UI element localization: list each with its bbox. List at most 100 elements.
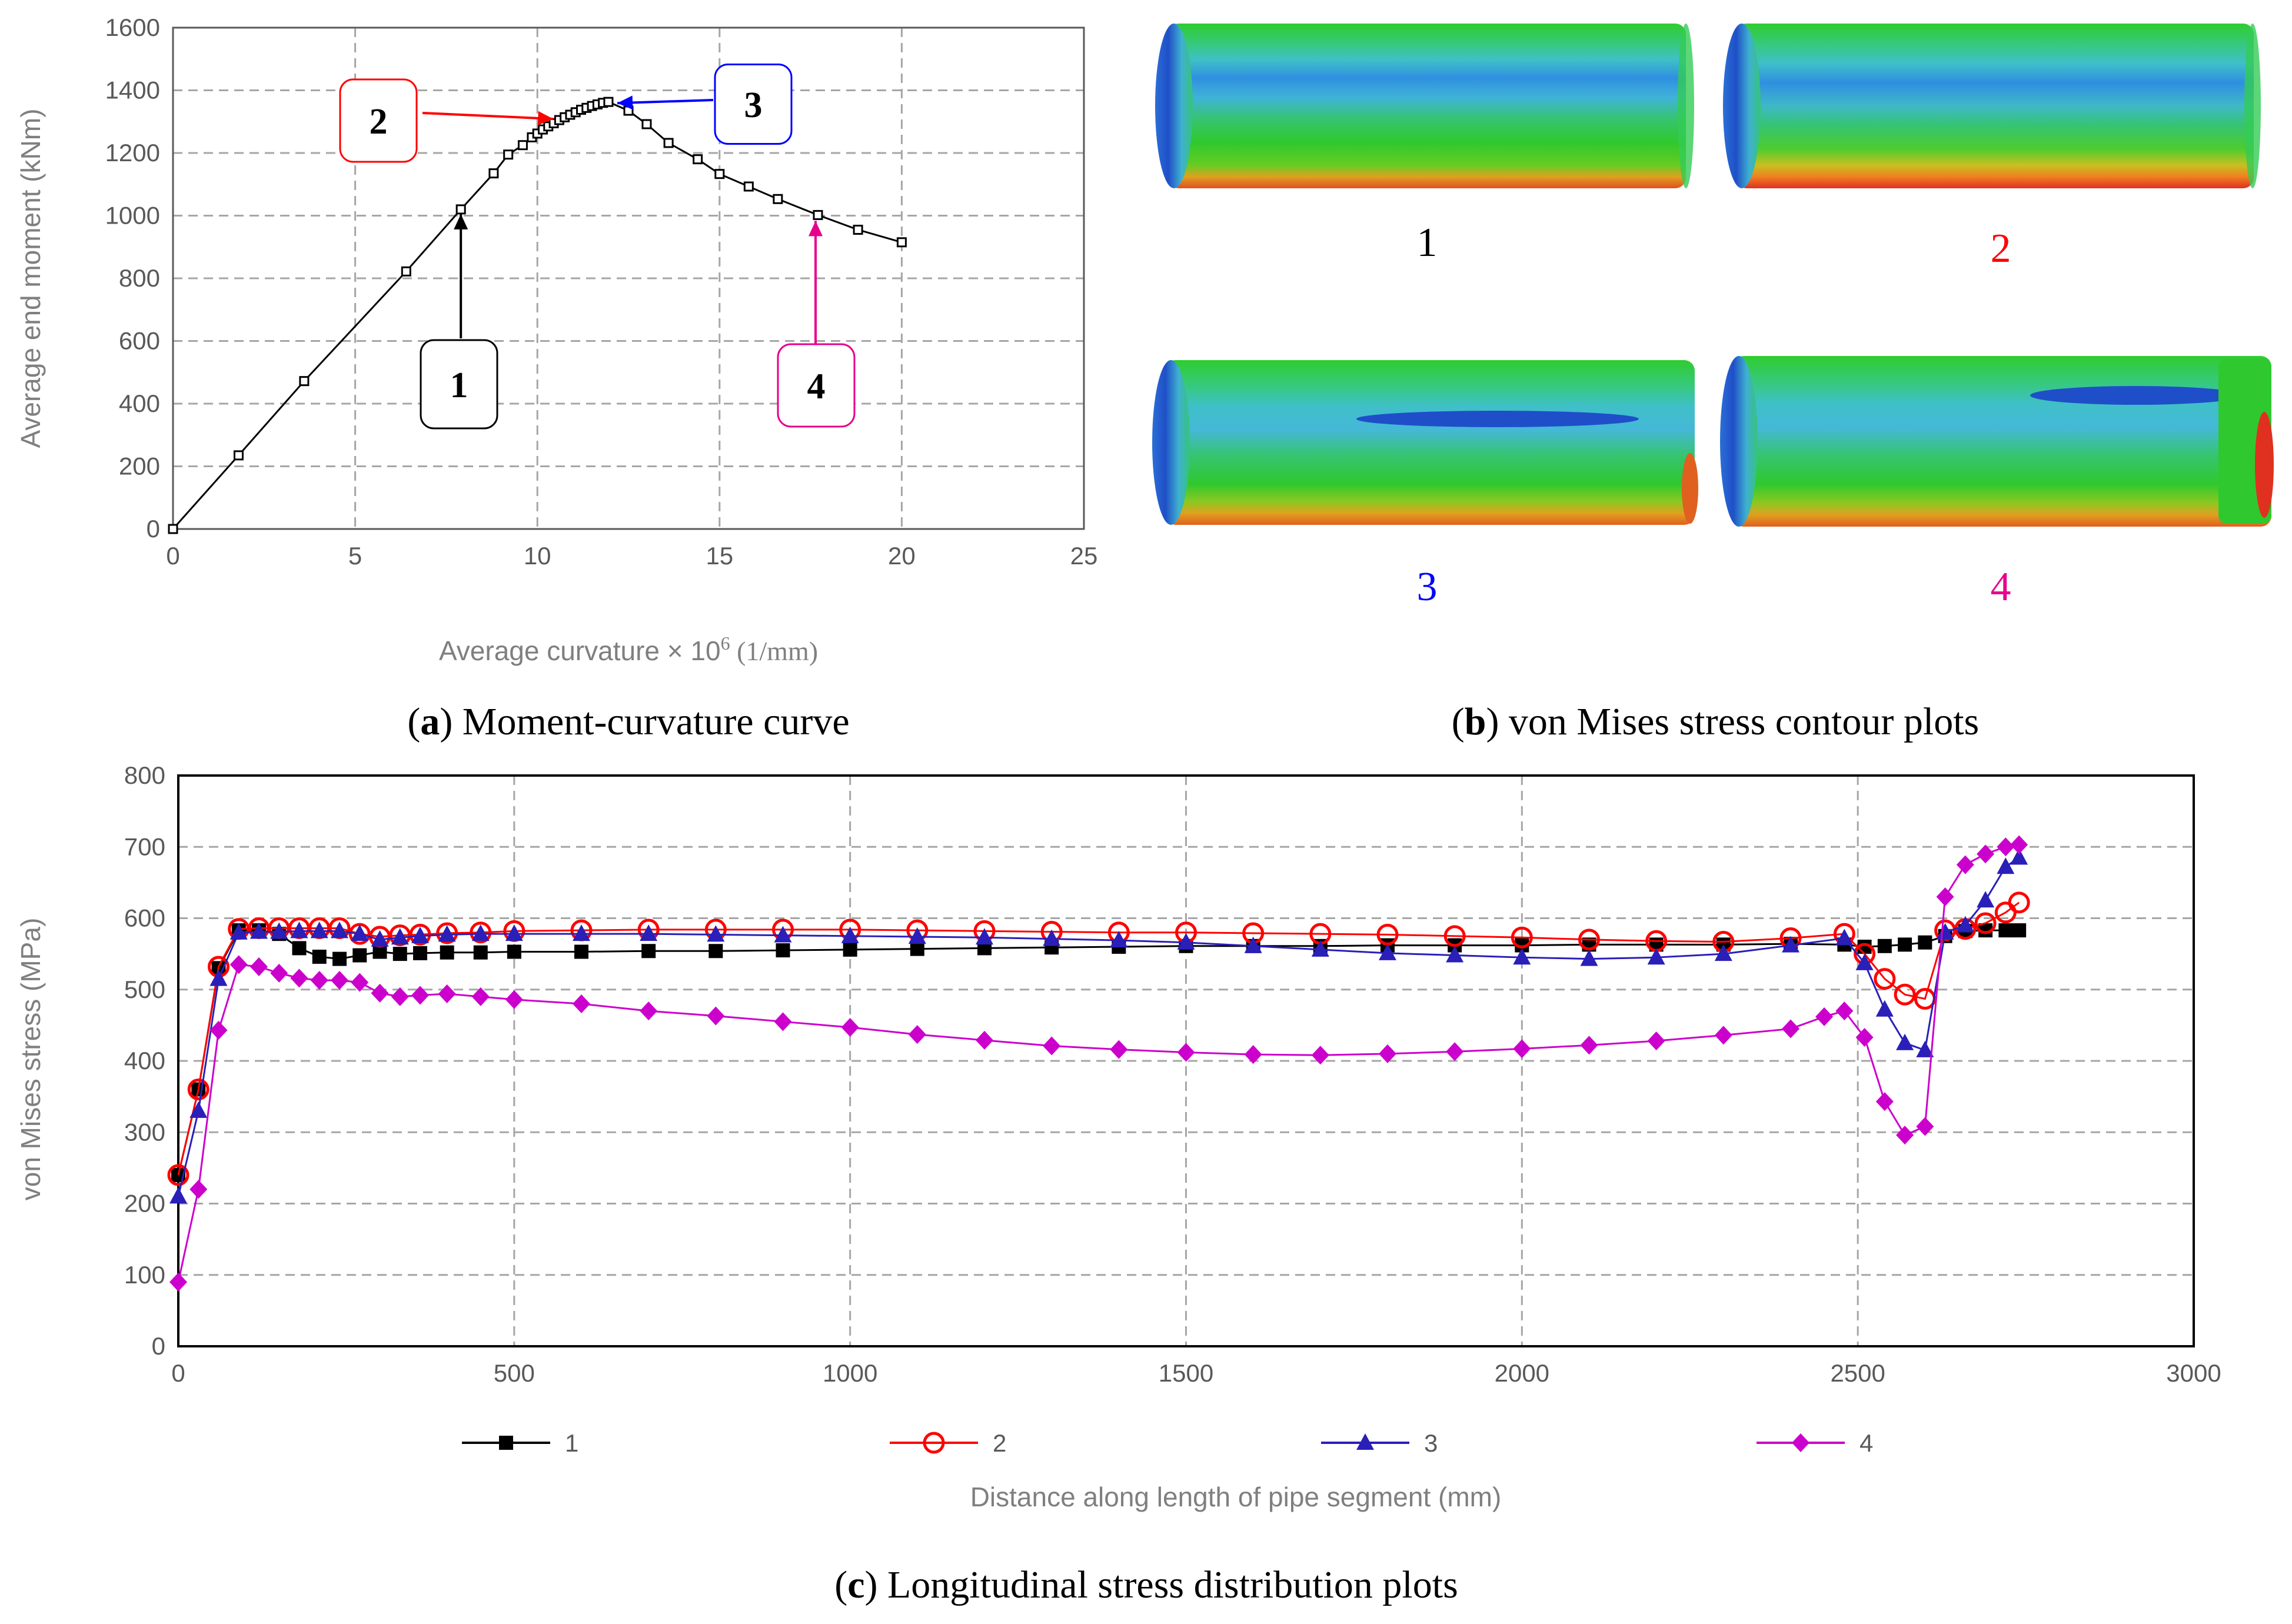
data-point: [1379, 943, 1396, 960]
data-point: [1894, 983, 1916, 1006]
data-point: [411, 926, 429, 943]
legend-label: 2: [993, 1429, 1006, 1457]
data-point: [517, 140, 528, 151]
annotation-4-label: 4: [807, 367, 826, 407]
y-tick-label: 400: [119, 390, 160, 417]
chart-a-y-axis-title: Average end moment (kNm): [15, 109, 46, 448]
data-point: [1877, 939, 1892, 953]
pipe-label-2: 2: [1991, 226, 2011, 271]
y-tick-label: 600: [119, 327, 160, 355]
annotation-3-arrowhead: [617, 95, 633, 110]
chart-a-annotations: 1 2 3 4: [339, 64, 856, 430]
data-point: [499, 1436, 513, 1450]
data-point: [290, 921, 308, 939]
data-point: [1311, 940, 1329, 957]
data-point: [574, 944, 588, 959]
x-tick-label: 1500: [1159, 1359, 1213, 1387]
data-point: [2008, 891, 2030, 914]
data-point: [923, 1432, 945, 1454]
data-point: [853, 224, 863, 235]
data-point: [896, 237, 907, 248]
chart-c-x-ticks: 0 500 1000 1500 2000 2500 3000: [171, 1359, 2221, 1387]
data-point: [743, 181, 754, 192]
x-tick-label: 1000: [823, 1359, 877, 1387]
data-point: [310, 970, 328, 990]
data-point: [573, 924, 590, 941]
data-point: [352, 948, 367, 963]
x-tick-label: 10: [524, 542, 551, 570]
data-point: [488, 168, 499, 179]
data-point: [843, 942, 857, 957]
pipe-label-3: 3: [1417, 564, 1438, 610]
data-point: [1936, 887, 1954, 907]
data-point: [1511, 926, 1533, 949]
chart-c-series: [167, 835, 2030, 1292]
data-point: [773, 194, 783, 204]
data-point: [1977, 891, 1995, 908]
chart-c-legend: 1 2 3 4: [462, 1429, 1873, 1457]
data-point: [1446, 946, 1464, 963]
y-tick-label: 400: [124, 1047, 165, 1074]
data-point: [1513, 1039, 1531, 1059]
data-point: [1997, 857, 2015, 874]
annotation-4-box: [777, 343, 856, 428]
data-point: [1916, 1117, 1934, 1136]
data-point: [976, 928, 993, 945]
data-point: [1977, 844, 1995, 864]
data-point: [438, 925, 456, 942]
legend-label: 3: [1424, 1429, 1438, 1457]
data-point: [1835, 929, 1854, 946]
data-point: [1311, 1046, 1329, 1065]
data-point: [401, 266, 411, 277]
data-point: [1855, 953, 1874, 970]
data-point: [168, 524, 178, 534]
data-point: [908, 1025, 926, 1044]
data-point: [1647, 948, 1665, 965]
x-tick-label: 0: [166, 542, 179, 570]
data-point: [292, 941, 307, 956]
chart-c-gridlines: [178, 776, 2194, 1346]
legend-label: 1: [565, 1429, 578, 1457]
x-tick-label: 3000: [2166, 1359, 2221, 1387]
annotation-3-box: [714, 64, 793, 145]
data-point: [455, 204, 466, 215]
data-point: [603, 96, 614, 107]
y-tick-label: 1200: [105, 139, 160, 167]
data-point: [409, 923, 431, 946]
chart-c-y-ticks: 0 100 200 300 400 500 600 700 800: [124, 761, 165, 1360]
data-point: [505, 924, 523, 941]
data-point: [169, 1187, 187, 1204]
data-point: [209, 1020, 228, 1040]
annotation-1-label: 1: [450, 365, 468, 405]
data-point: [1974, 912, 1997, 934]
stress-distribution-chart: 0 500 1000 1500 2000 2500 3000 0 100 200 300 400 50…: [15, 761, 2221, 1606]
data-point: [1782, 936, 1799, 953]
data-point: [440, 945, 454, 960]
caption-b: (b) von Mises stress contour plots: [1452, 700, 1980, 743]
data-point: [774, 926, 792, 943]
data-point: [1110, 1040, 1128, 1059]
data-point: [1580, 949, 1598, 966]
annotation-2-label: 2: [370, 102, 388, 142]
data-point: [1446, 1042, 1464, 1061]
data-point: [332, 951, 347, 966]
data-point: [169, 1272, 187, 1292]
y-tick-label: 1600: [105, 14, 160, 41]
data-point: [250, 957, 268, 976]
annotation-3-arrow: [617, 99, 714, 105]
data-point: [209, 969, 228, 986]
data-point: [391, 987, 409, 1006]
data-point: [663, 138, 674, 148]
data-point: [189, 1101, 208, 1118]
data-point: [1918, 935, 1932, 950]
data-point: [1043, 929, 1061, 946]
data-point: [708, 944, 723, 959]
data-point: [841, 1018, 859, 1037]
data-point: [331, 970, 348, 990]
series-4: [169, 835, 2028, 1292]
data-point: [641, 944, 656, 959]
x-tick-label: 20: [888, 542, 916, 570]
y-tick-label: 1000: [105, 202, 160, 229]
data-point: [436, 922, 458, 944]
series-line: [177, 901, 2020, 1176]
